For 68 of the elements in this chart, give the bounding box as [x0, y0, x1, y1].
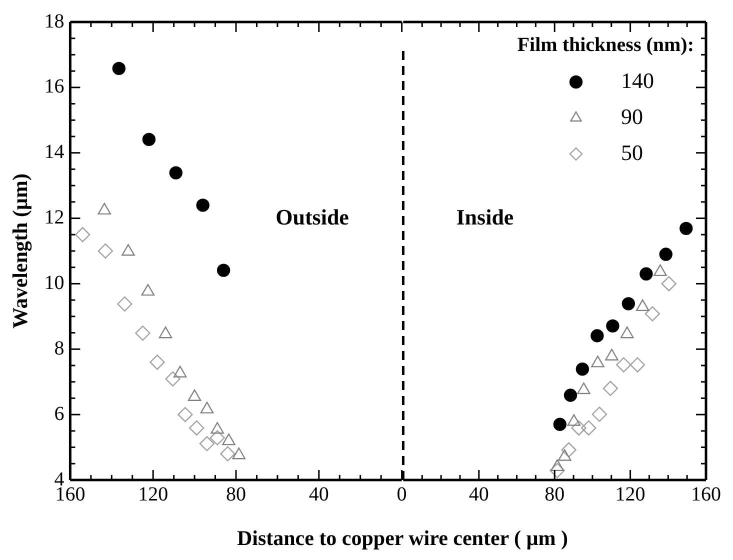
y-tick-label: 6	[54, 402, 64, 425]
point	[680, 222, 693, 236]
y-tick-label: 18	[44, 10, 64, 32]
x-tick-label: 80	[226, 483, 246, 506]
point	[630, 357, 646, 372]
point	[216, 264, 230, 277]
x-tick-label: 80	[544, 483, 565, 506]
point	[75, 227, 90, 242]
y-tick-label: 12	[44, 206, 64, 229]
point	[165, 371, 180, 387]
point	[141, 284, 155, 296]
y-tick-label: 14	[44, 141, 64, 164]
point	[122, 244, 135, 256]
point	[222, 433, 236, 446]
x-axis-title: Distance to copper wire center ( µm )	[236, 526, 570, 551]
point	[590, 329, 604, 342]
point	[169, 166, 182, 180]
point	[640, 267, 653, 280]
point	[210, 422, 224, 434]
y-tick-label: 16	[44, 76, 64, 98]
point	[581, 420, 596, 436]
x-tick-label: 160	[691, 483, 721, 506]
point	[661, 276, 677, 292]
point	[117, 296, 132, 312]
annotation: Outside	[276, 204, 350, 230]
point	[550, 462, 565, 478]
point	[602, 380, 618, 396]
point	[592, 406, 608, 422]
point	[564, 388, 578, 402]
point	[561, 442, 576, 458]
x-tick-label: 0	[396, 483, 407, 506]
point	[200, 402, 214, 414]
point	[112, 62, 126, 76]
point	[622, 297, 636, 310]
point	[232, 448, 246, 460]
legend-label: 50	[621, 140, 643, 165]
point	[142, 132, 156, 146]
x-tick-label: 120	[615, 483, 646, 506]
point	[220, 446, 236, 462]
point	[188, 389, 202, 402]
point	[606, 319, 620, 333]
legend-title: Film thickness (nm):	[517, 34, 694, 56]
point	[576, 362, 590, 376]
point	[196, 198, 210, 212]
legend-label: 90	[621, 104, 643, 129]
y-tick-label: 8	[54, 337, 64, 360]
annotation: Inside	[456, 204, 514, 230]
x-tick-label: 120	[138, 483, 168, 506]
point	[644, 306, 660, 322]
point	[98, 243, 114, 259]
y-tick-label: 10	[44, 272, 64, 294]
point	[178, 406, 193, 422]
legend-label: 140	[621, 68, 654, 93]
point	[150, 354, 165, 370]
point	[135, 326, 150, 341]
point	[199, 436, 215, 452]
point	[173, 366, 187, 378]
point	[571, 420, 586, 436]
x-tick-label: 40	[308, 483, 329, 506]
point	[659, 248, 672, 261]
point	[553, 418, 566, 431]
y-axis-title: Wavelength (µm)	[8, 173, 32, 328]
point	[98, 202, 112, 215]
point	[210, 430, 225, 446]
point	[189, 420, 204, 436]
point	[158, 326, 172, 338]
x-tick-label: 40	[468, 483, 489, 506]
point	[616, 357, 632, 372]
